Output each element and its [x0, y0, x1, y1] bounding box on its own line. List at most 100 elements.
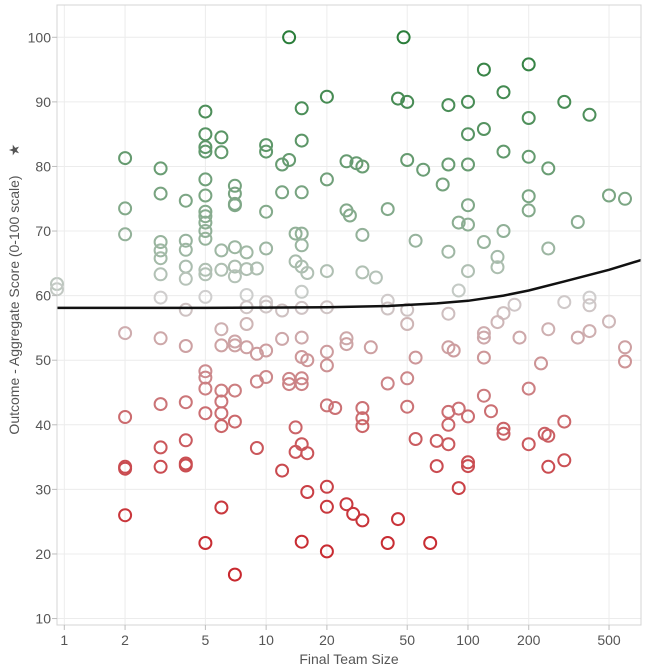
data-point[interactable] [300, 266, 315, 280]
data-point[interactable] [570, 215, 585, 229]
data-point[interactable] [239, 245, 254, 260]
data-point[interactable] [534, 356, 548, 371]
data-point[interactable] [294, 371, 309, 386]
data-point[interactable] [319, 544, 334, 559]
data-point[interactable] [275, 157, 290, 172]
data-point[interactable] [391, 512, 405, 527]
data-point[interactable] [521, 149, 536, 164]
data-point[interactable] [275, 463, 290, 478]
data-point[interactable] [557, 414, 572, 429]
data-point[interactable] [557, 453, 572, 468]
data-point[interactable] [198, 289, 213, 304]
data-point[interactable] [227, 269, 242, 284]
data-point[interactable] [227, 414, 242, 429]
data-point[interactable] [214, 145, 229, 160]
data-point[interactable] [435, 177, 450, 192]
data-point[interactable] [490, 260, 505, 275]
data-point[interactable] [451, 283, 466, 298]
data-point[interactable] [227, 334, 242, 349]
data-point[interactable] [461, 157, 475, 172]
data-point[interactable] [227, 196, 242, 211]
data-point[interactable] [249, 261, 264, 276]
data-point[interactable] [178, 242, 193, 257]
data-point[interactable] [198, 188, 213, 203]
data-point[interactable] [319, 344, 334, 359]
data-point[interactable] [294, 437, 309, 452]
data-point[interactable] [198, 104, 213, 119]
data-point[interactable] [294, 284, 309, 299]
data-point[interactable] [512, 330, 527, 345]
data-point[interactable] [178, 193, 193, 208]
data-point[interactable] [521, 189, 536, 204]
data-point[interactable] [429, 459, 444, 474]
data-point[interactable] [288, 444, 303, 459]
data-point[interactable] [118, 201, 133, 216]
data-point[interactable] [178, 458, 193, 473]
data-point[interactable] [496, 144, 511, 159]
data-point[interactable] [391, 91, 405, 106]
data-point[interactable] [541, 459, 556, 474]
data-point[interactable] [461, 217, 475, 232]
data-point[interactable] [198, 267, 213, 282]
data-point[interactable] [214, 338, 229, 353]
data-point[interactable] [227, 178, 242, 193]
data-point[interactable] [259, 343, 274, 358]
data-point[interactable] [461, 94, 475, 109]
data-point[interactable] [153, 440, 168, 455]
data-point[interactable] [288, 420, 303, 435]
data-point[interactable] [521, 203, 536, 218]
data-point[interactable] [294, 185, 309, 200]
data-point[interactable] [153, 267, 168, 282]
data-point[interactable] [380, 202, 395, 217]
data-point[interactable] [541, 161, 556, 176]
data-point[interactable] [408, 350, 423, 365]
data-point[interactable] [423, 536, 438, 550]
data-point[interactable] [214, 383, 229, 398]
data-point[interactable] [416, 162, 431, 177]
data-point[interactable] [602, 188, 616, 203]
data-point[interactable] [118, 151, 133, 166]
data-point[interactable] [294, 534, 309, 549]
data-point[interactable] [198, 406, 213, 421]
data-point[interactable] [227, 567, 242, 582]
data-point[interactable] [355, 419, 370, 434]
data-point[interactable] [198, 364, 213, 379]
data-point[interactable] [118, 508, 133, 523]
data-point[interactable] [400, 399, 415, 414]
data-point[interactable] [451, 481, 466, 496]
data-point[interactable] [249, 346, 264, 361]
data-point[interactable] [319, 358, 334, 373]
data-point[interactable] [198, 172, 213, 187]
data-point[interactable] [557, 295, 572, 310]
data-point[interactable] [153, 161, 168, 176]
data-point[interactable] [496, 224, 511, 238]
data-point[interactable] [476, 235, 491, 249]
data-point[interactable] [153, 397, 168, 412]
data-point[interactable] [275, 331, 290, 346]
data-point[interactable] [198, 224, 213, 238]
data-point[interactable] [582, 107, 597, 122]
data-point[interactable] [355, 159, 370, 174]
data-point[interactable] [319, 479, 334, 494]
data-point[interactable] [461, 459, 475, 474]
data-point[interactable] [294, 101, 309, 116]
data-point[interactable] [214, 500, 229, 515]
data-point[interactable] [355, 227, 370, 242]
data-point[interactable] [602, 314, 616, 329]
data-point[interactable] [239, 317, 254, 331]
data-point[interactable] [153, 331, 168, 346]
data-point[interactable] [380, 376, 395, 391]
data-point[interactable] [282, 153, 297, 167]
data-point[interactable] [198, 215, 213, 230]
data-point[interactable] [198, 140, 213, 155]
data-point[interactable] [153, 459, 168, 474]
data-point[interactable] [259, 138, 274, 153]
data-point[interactable] [239, 288, 254, 302]
data-point[interactable] [214, 262, 229, 277]
data-point[interactable] [178, 339, 193, 353]
data-point[interactable] [408, 432, 423, 446]
data-point[interactable] [275, 185, 290, 200]
data-point[interactable] [476, 350, 491, 365]
data-point[interactable] [178, 395, 193, 410]
data-point[interactable] [541, 428, 556, 443]
